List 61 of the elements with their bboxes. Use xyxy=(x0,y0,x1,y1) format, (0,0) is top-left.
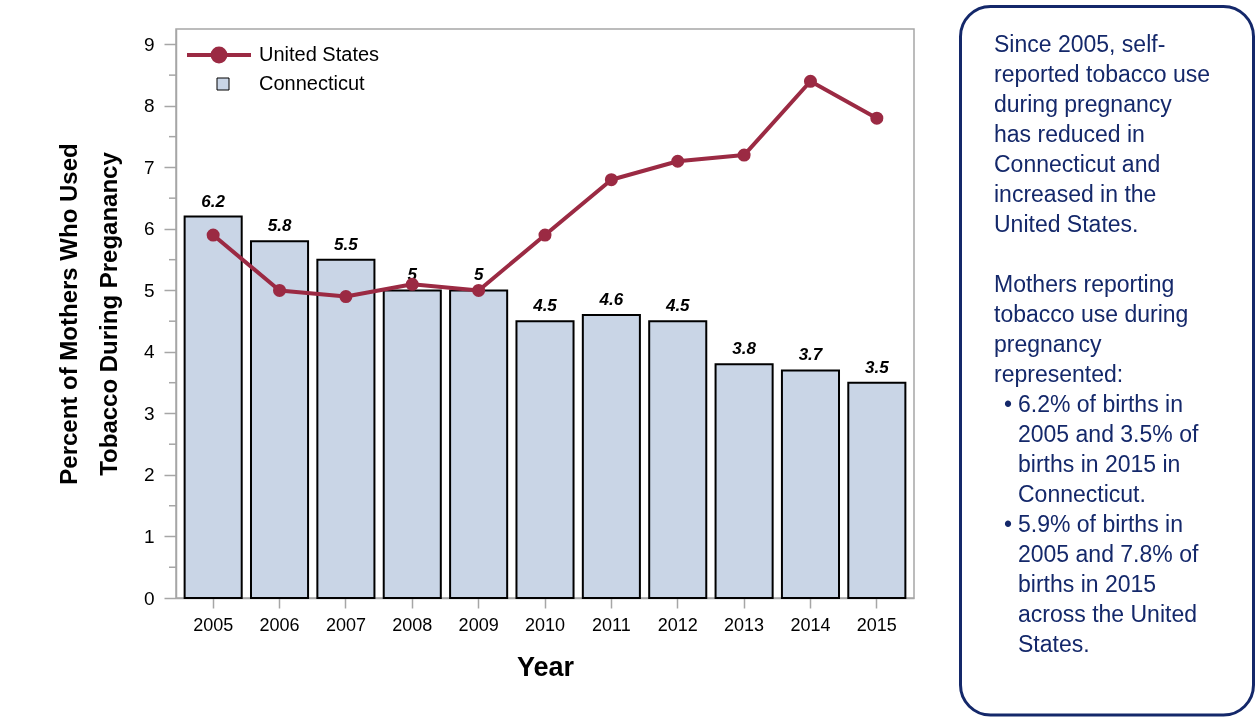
x-tick-label: 2013 xyxy=(724,614,765,635)
data-label: 5.5 xyxy=(334,234,359,254)
y-tick-label: 7 xyxy=(143,156,155,178)
y-tick-label: 2 xyxy=(143,464,155,486)
y-tick-label: 9 xyxy=(143,33,155,55)
x-tick-label: 2014 xyxy=(790,614,831,635)
y-tick-label: 0 xyxy=(143,587,155,609)
x-tick-label: 2006 xyxy=(259,614,300,635)
point xyxy=(803,74,817,88)
bar xyxy=(714,363,774,599)
x-tick-label: 2008 xyxy=(392,614,433,635)
y-tick-label: 4 xyxy=(143,341,155,363)
x-tick-label: 2010 xyxy=(524,614,566,635)
y-tick-label: 5 xyxy=(143,279,155,301)
x-tick-label: 2009 xyxy=(458,614,499,635)
text: Mothers reporting tobacco use during pregnancy represented: xyxy=(994,271,1189,387)
text: Since 2005, self-reported tobacco use during pregnancy has reduced in Connecticut and increased in the United States. xyxy=(994,31,1211,237)
data-label: 4.6 xyxy=(598,290,624,310)
legend-label: United States xyxy=(259,43,380,65)
x-tick-label: 2012 xyxy=(657,614,698,635)
y-tick-label: 1 xyxy=(143,525,155,547)
point xyxy=(472,283,486,297)
point xyxy=(604,173,618,187)
bar xyxy=(581,314,641,599)
point xyxy=(273,283,287,297)
x-axis-title: Year xyxy=(516,651,575,682)
point xyxy=(870,111,884,125)
bar xyxy=(515,320,575,599)
x-tick-label: 2005 xyxy=(193,614,234,635)
point xyxy=(538,228,552,242)
x-tick-label: 2011 xyxy=(592,614,631,635)
bar xyxy=(249,240,310,599)
point xyxy=(405,277,419,291)
data-label: 3.7 xyxy=(798,345,824,365)
bar xyxy=(648,320,708,599)
x-tick-label: 2015 xyxy=(856,614,897,635)
data-label: 4.5 xyxy=(664,296,691,316)
legend-label: Connecticut xyxy=(259,72,366,94)
point xyxy=(737,148,751,162)
data-label: 5.8 xyxy=(267,216,292,236)
bar xyxy=(449,289,509,599)
data-label: 6.2 xyxy=(201,191,226,211)
y-tick-label: 3 xyxy=(143,402,155,424)
data-label: 3.8 xyxy=(732,339,757,359)
data-label: 5 xyxy=(473,265,484,285)
y-tick-label: 6 xyxy=(143,218,155,240)
y-axis-title: Percent of Mothers Who Used Tobacco During Preganancy xyxy=(54,143,122,485)
point xyxy=(206,228,220,242)
bar xyxy=(847,381,907,599)
y-tick-label: 8 xyxy=(143,95,155,117)
data-label: 3.5 xyxy=(865,357,890,377)
point xyxy=(671,154,685,168)
data-label: 4.5 xyxy=(532,296,558,316)
text: • 5.9% of births in 2005 and 7.8% of births in 2015 across the United States. xyxy=(1004,511,1199,657)
x-tick-label: 2007 xyxy=(325,614,366,635)
bar xyxy=(183,215,243,599)
point xyxy=(339,290,353,304)
text: • 6.2% of births in 2005 and 3.5% of births in 2015 in Connecticut. xyxy=(1004,391,1199,507)
bar xyxy=(382,289,442,599)
bar xyxy=(780,369,841,599)
bar xyxy=(316,258,376,599)
